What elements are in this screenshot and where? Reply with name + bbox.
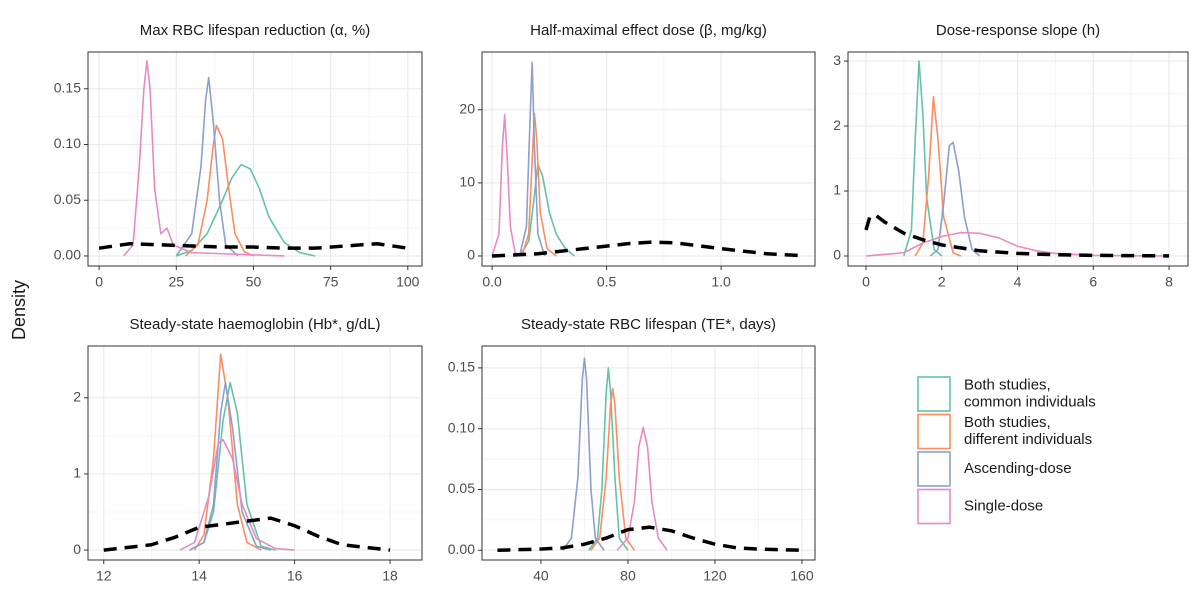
y-tick-label: 0 xyxy=(467,247,475,263)
density-line xyxy=(903,60,943,257)
prior-density-line xyxy=(491,240,802,258)
panel-background xyxy=(88,52,422,266)
x-tick-label: 80 xyxy=(620,568,636,584)
x-tick-label: 0.5 xyxy=(597,274,617,290)
density-line xyxy=(562,357,605,551)
panel-border xyxy=(481,51,816,267)
x-tick-label: 40 xyxy=(533,568,549,584)
panel-title: Steady-state RBC lifespan (TE*, days) xyxy=(521,316,776,333)
density-line xyxy=(914,96,962,257)
x-tick-label: 8 xyxy=(1165,274,1173,290)
density-line xyxy=(518,61,546,257)
prior-density-line xyxy=(98,241,409,250)
y-tick-label: 0.00 xyxy=(448,541,475,557)
panel-title: Half-maximal effect dose (β, mg/kg) xyxy=(530,22,767,39)
density-line xyxy=(929,141,981,257)
panel-title: Max RBC lifespan reduction (α, %) xyxy=(140,22,370,39)
x-tick-label: 0 xyxy=(95,274,103,290)
density-line xyxy=(588,367,629,551)
y-tick-label: 3 xyxy=(833,52,841,68)
legend-key xyxy=(917,376,951,412)
y-tick-label: 0.10 xyxy=(54,135,81,151)
x-tick-label: 14 xyxy=(191,568,207,584)
panel-title: Steady-state haemoglobin (Hb*, g/dL) xyxy=(130,316,381,333)
x-tick-label: 0.0 xyxy=(482,274,502,290)
panel-title: Dose-response slope (h) xyxy=(936,22,1100,39)
density-line xyxy=(518,163,576,257)
x-tick-label: 160 xyxy=(790,568,814,584)
density-line xyxy=(189,381,271,551)
x-tick-label: 50 xyxy=(246,274,262,290)
x-tick-label: 16 xyxy=(287,568,303,584)
density-line xyxy=(185,124,254,257)
x-tick-label: 18 xyxy=(382,568,398,584)
x-tick-label: 75 xyxy=(323,274,339,290)
x-tick-label: 120 xyxy=(703,568,727,584)
prior-density-line xyxy=(497,525,802,553)
x-tick-label: 1.0 xyxy=(711,274,731,290)
y-tick-label: 1 xyxy=(833,182,841,198)
y-tick-label: 0.10 xyxy=(448,419,475,435)
density-line xyxy=(491,114,521,257)
legend-key xyxy=(917,451,951,487)
y-tick-label: 0.15 xyxy=(448,359,475,375)
legend-label: Both studies, different individuals xyxy=(964,414,1092,448)
panel-background xyxy=(88,346,422,560)
x-tick-label: 2 xyxy=(938,274,946,290)
panel-border xyxy=(87,51,423,267)
prior-density-line xyxy=(864,213,1170,258)
y-tick-label: 2 xyxy=(73,388,81,404)
legend-key xyxy=(917,488,951,525)
density-line xyxy=(193,353,262,551)
y-tick-label: 10 xyxy=(459,174,475,190)
legend-label: Single-dose xyxy=(964,497,1043,514)
y-axis-label: Density xyxy=(9,280,29,340)
y-tick-label: 0.00 xyxy=(54,247,81,263)
x-tick-label: 100 xyxy=(396,274,420,290)
density-line xyxy=(123,60,285,257)
panel-border xyxy=(87,345,423,561)
x-tick-label: 12 xyxy=(96,568,112,584)
y-tick-label: 0 xyxy=(833,247,841,263)
prior-density-line xyxy=(103,516,391,552)
legend-key xyxy=(917,413,951,450)
density-line xyxy=(590,387,636,551)
y-tick-label: 0.15 xyxy=(54,79,81,95)
density-line xyxy=(175,76,239,257)
density-line xyxy=(521,112,557,257)
y-tick-label: 0 xyxy=(73,541,81,557)
density-line xyxy=(176,163,316,257)
x-tick-label: 0 xyxy=(862,274,870,290)
x-tick-label: 25 xyxy=(168,274,184,290)
legend-label: Both studies, common individuals xyxy=(964,376,1096,410)
y-tick-label: 1 xyxy=(73,465,81,481)
density-line xyxy=(865,231,1170,257)
panel-border xyxy=(847,51,1189,267)
x-tick-label: 6 xyxy=(1089,274,1097,290)
y-tick-label: 2 xyxy=(833,117,841,133)
legend-label: Ascending-dose xyxy=(964,460,1072,477)
panel-border xyxy=(481,345,816,561)
x-tick-label: 4 xyxy=(1014,274,1022,290)
density-line xyxy=(179,438,295,551)
y-tick-label: 0.05 xyxy=(448,480,475,496)
density-line xyxy=(616,426,668,551)
y-tick-label: 20 xyxy=(459,100,475,116)
y-tick-label: 0.05 xyxy=(54,191,81,207)
